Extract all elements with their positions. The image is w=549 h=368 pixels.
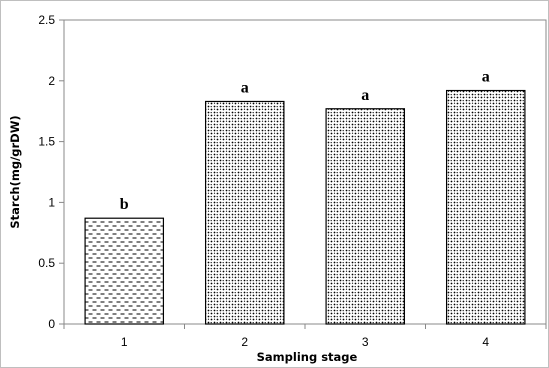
y-tick-label: 2.5 xyxy=(38,13,55,27)
x-tick-label: 4 xyxy=(482,335,489,349)
bar-stage-1 xyxy=(84,217,165,325)
bar-stage-2 xyxy=(204,100,285,325)
significance-label: b xyxy=(120,196,129,213)
bar-stage-4 xyxy=(445,89,526,325)
x-axis-title: Sampling stage xyxy=(257,350,358,364)
y-axis-title: Starch(mg/grDW) xyxy=(8,115,22,228)
significance-label: a xyxy=(482,69,490,86)
plot-area: 0 0.5 1 1.5 2 2.5 b 1 a 2 a 3 a 4 xyxy=(38,13,547,349)
significance-label: a xyxy=(361,87,369,104)
x-tick-label: 2 xyxy=(241,335,248,349)
x-tick-label: 1 xyxy=(121,335,128,349)
significance-label: a xyxy=(241,79,249,96)
y-tick-label: 0 xyxy=(48,317,55,331)
y-tick-label: 1.5 xyxy=(38,135,55,149)
bar-stage-3 xyxy=(325,108,406,325)
x-tick-label: 3 xyxy=(362,335,369,349)
y-tick-label: 1 xyxy=(48,195,55,209)
y-tick-label: 0.5 xyxy=(38,256,55,270)
y-tick-label: 2 xyxy=(48,74,55,88)
